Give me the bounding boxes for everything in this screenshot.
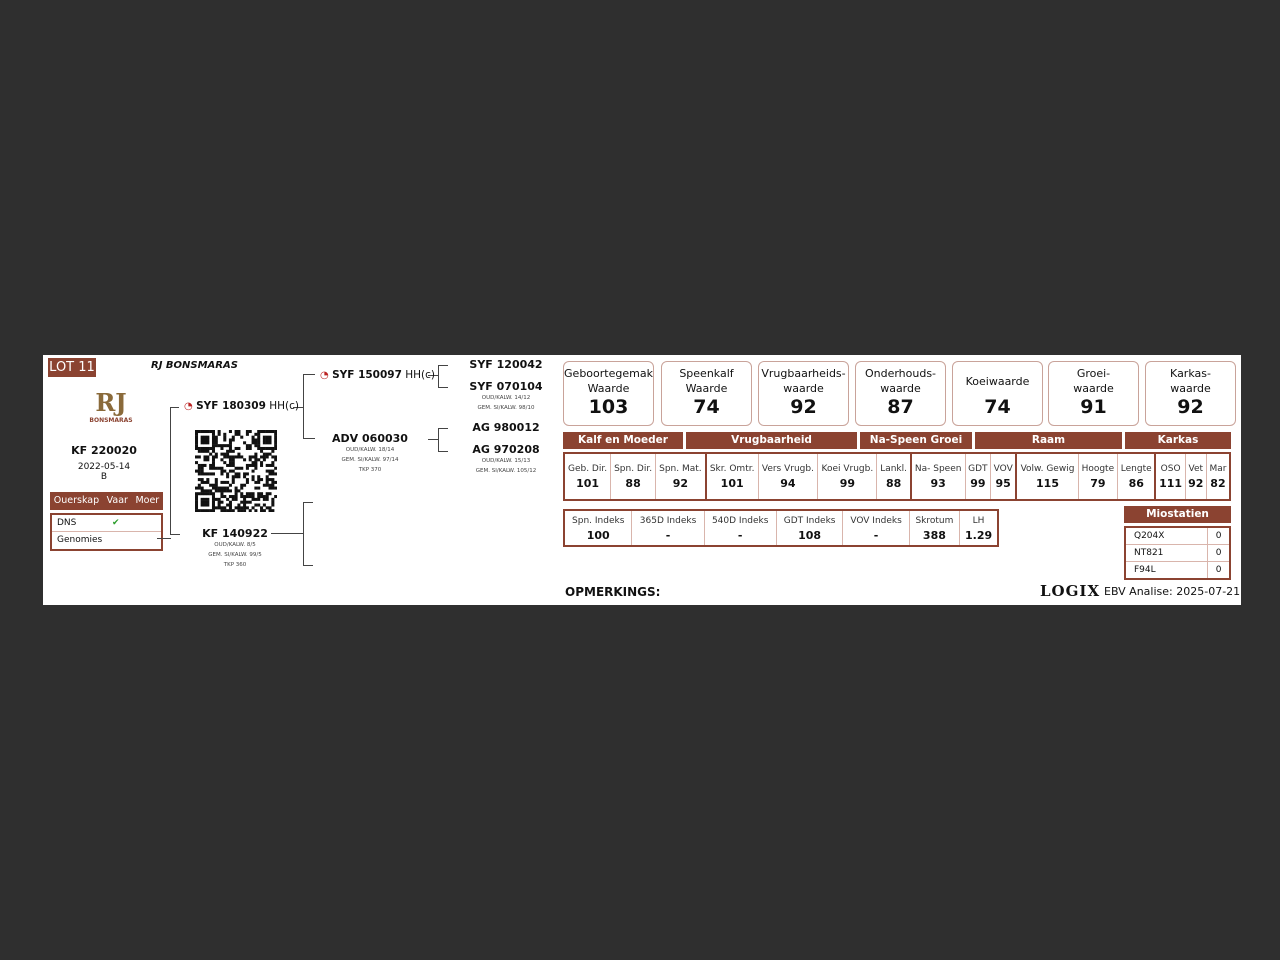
analysis-date: EBV Analise: 2025-07-21 — [1104, 585, 1241, 598]
trait-cell: Koei Vrugb. 99 — [817, 452, 878, 501]
trait-cell: Lankl. 88 — [876, 452, 912, 501]
section-kalf-en-moeder: Kalf en Moeder — [563, 432, 683, 449]
section-karkas: Karkas — [1125, 432, 1231, 449]
ebv-value: 92 — [790, 396, 817, 418]
trait-cell: Lengte 86 — [1116, 452, 1157, 501]
ebv-value: 103 — [588, 396, 629, 418]
index-cell: LH 1.29 — [959, 509, 999, 547]
ebv-card: Geboortegemak Waarde 103 — [563, 361, 654, 426]
sss: SYF 120042 — [469, 358, 543, 371]
logix-logo: LOGIX — [1040, 582, 1101, 600]
sdd: AG 970208 OUD/KALW. 15/13 GEM. SI/KALW. 10… — [472, 443, 540, 474]
index-cell: VOV Indeks - — [842, 509, 910, 547]
ebv-card: Vrugbaarheids-waarde 92 — [758, 361, 849, 426]
qr-code[interactable] — [195, 430, 278, 513]
logo: RJ BONSMARAS — [89, 388, 133, 424]
ebv-value: 74 — [693, 396, 720, 418]
trait-cell: Skr. Omtr. 101 — [705, 452, 759, 501]
section-vrugbaarheid: Vrugbaarheid — [686, 432, 857, 449]
lot-badge: LOT 11 — [48, 358, 96, 377]
trait-cell: Geb. Dir. 101 — [563, 452, 612, 501]
trait-cell: Spn. Dir. 88 — [610, 452, 657, 501]
ebv-card: Karkas-waarde 92 — [1145, 361, 1236, 426]
miostatien-table: Q204X 0 NT821 0 F94L 0 — [1124, 526, 1231, 580]
farm-name: RJ BONSMARAS — [151, 360, 238, 371]
section-raam: Raam — [975, 432, 1122, 449]
animal-card: LOT 11 RJ BONSMARAS RJ BONSMARAS KF 2200… — [43, 355, 1241, 605]
trait-cell: Vet 92 — [1184, 452, 1207, 501]
index-cell: Spn. Indeks 100 — [563, 509, 633, 547]
miostatien-header: Miostatien — [1124, 506, 1231, 523]
sds: AG 980012 — [472, 421, 540, 434]
ebv-card: Groei-waarde 91 — [1048, 361, 1139, 426]
index-cell: Skrotum 388 — [908, 509, 961, 547]
trait-cell: GDT 99 — [964, 452, 992, 501]
ebv-value: 92 — [1177, 396, 1204, 418]
trait-cell: Spn. Mat. 92 — [655, 452, 707, 501]
parentage-table: DNS ✔ Genomies — [50, 513, 163, 551]
animal-code: B — [100, 472, 108, 482]
ebv-card: Onderhouds-waarde 87 — [855, 361, 946, 426]
ct-icon: ◔ — [184, 401, 193, 412]
trait-cell: Volw. Gewig 115 — [1015, 452, 1079, 501]
ssd: SYF 070104 OUD/KALW. 14/12 GEM. SI/KALW. 9… — [469, 380, 543, 411]
parentage-header: Ouerskap Vaar Moer — [50, 492, 163, 510]
trait-cell: Vers Vrugb. 94 — [757, 452, 819, 501]
trait-cell: Na- Speen 93 — [910, 452, 966, 501]
sire-sire: ◔ SYF 150097 HH(c) — [320, 369, 436, 381]
ebv-card: Speenkalf Waarde 74 — [661, 361, 752, 426]
dam: KF 140922 OUD/KALW. 8/5 GEM. SI/KALW. 99/… — [202, 527, 268, 568]
remarks-label: OPMERKINGS: — [565, 585, 661, 599]
section-na-speen-groei: Na-Speen Groei — [860, 432, 972, 449]
birth-date: 2022-05-14 — [77, 462, 131, 472]
sire-dam: ADV 060030 OUD/KALW. 18/14 GEM. SI/KALW. … — [332, 432, 408, 473]
index-cell: GDT Indeks 108 — [775, 509, 844, 547]
index-table: Spn. Indeks 100 365D Indeks -540D Indeks - GD… — [563, 509, 999, 547]
ebv-value: 87 — [887, 396, 914, 418]
ebv-card: Koeiwaarde 74 — [952, 361, 1043, 426]
trait-cell: Hoogte 79 — [1077, 452, 1118, 501]
sire: ◔ SYF 180309 HH(c) — [184, 400, 300, 412]
index-cell: 365D Indeks - — [631, 509, 705, 547]
ct-icon: ◔ — [320, 370, 329, 381]
ebv-value: 74 — [984, 396, 1011, 418]
trait-cell: VOV 95 — [990, 452, 1018, 501]
ebv-value: 91 — [1080, 396, 1107, 418]
traits-table: Geb. Dir. 101 Spn. Dir. 88 Spn. Mat. 92 Skr. O… — [563, 452, 1231, 501]
trait-cell: Mar 82 — [1205, 452, 1231, 501]
check-icon: ✔ — [112, 518, 120, 528]
index-cell: 540D Indeks - — [703, 509, 777, 547]
animal-id: KF 220020 — [71, 444, 137, 457]
trait-cell: OSO 111 — [1154, 452, 1186, 501]
